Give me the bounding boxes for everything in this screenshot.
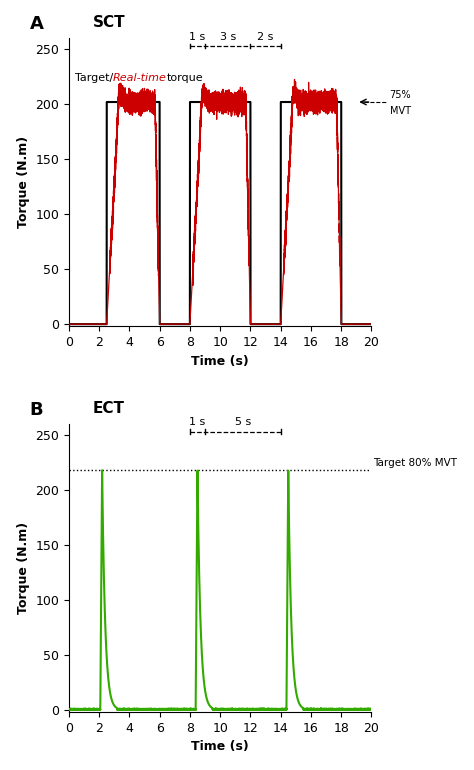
Text: 1 s: 1 s [189, 417, 206, 427]
Text: 2 s: 2 s [257, 32, 274, 42]
Y-axis label: Torque (N.m): Torque (N.m) [17, 522, 30, 614]
Text: Real-time: Real-time [113, 73, 166, 83]
Text: A: A [29, 15, 43, 33]
Text: MVT: MVT [390, 105, 410, 116]
Y-axis label: Torque (N.m): Torque (N.m) [17, 136, 30, 229]
Text: B: B [29, 401, 43, 419]
Text: SCT: SCT [93, 15, 126, 30]
Text: 75%: 75% [390, 90, 411, 100]
Text: ECT: ECT [93, 401, 125, 416]
Text: Target 80% MVT: Target 80% MVT [373, 458, 457, 468]
Text: 1 s: 1 s [189, 32, 206, 42]
X-axis label: Time (s): Time (s) [191, 355, 249, 367]
Text: torque: torque [167, 73, 204, 83]
Text: 5 s: 5 s [235, 417, 251, 427]
X-axis label: Time (s): Time (s) [191, 740, 249, 753]
Text: 3 s: 3 s [219, 32, 236, 42]
Text: Target/: Target/ [75, 73, 113, 83]
